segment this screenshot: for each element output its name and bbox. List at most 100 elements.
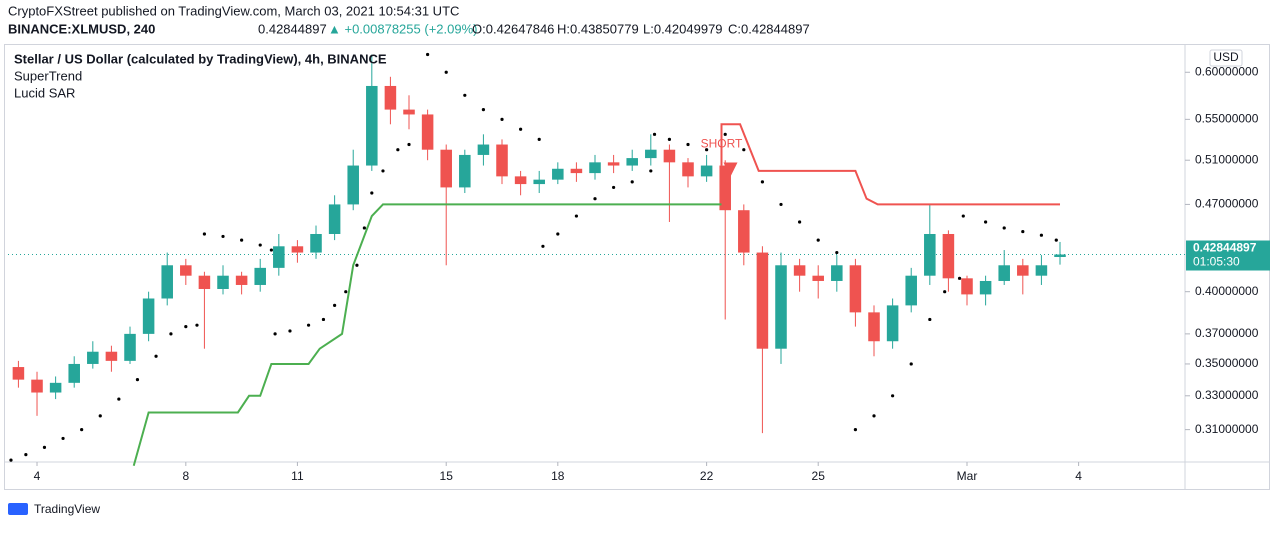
sar-dot xyxy=(370,191,374,195)
logo xyxy=(8,503,28,515)
candle-body xyxy=(886,305,899,342)
currency-box[interactable] xyxy=(1209,49,1243,67)
symbol: BINANCE:XLMUSD, 240 xyxy=(8,21,155,36)
candle-body xyxy=(235,275,248,285)
brand: TradingView xyxy=(34,502,100,516)
y-tick-label: 0.37000000 xyxy=(1195,326,1259,340)
sar-dot xyxy=(407,142,411,147)
sar-dot xyxy=(537,137,541,141)
candle-body xyxy=(626,158,638,166)
signal-label: SHORT xyxy=(701,137,743,151)
sar-dot xyxy=(381,169,385,173)
sar-dot xyxy=(723,132,727,136)
x-tick-label: 8 xyxy=(182,469,189,483)
sar-dot xyxy=(273,332,277,336)
sar-dot xyxy=(154,354,158,358)
candle-body xyxy=(942,233,955,279)
candle-body xyxy=(459,154,471,188)
sar-dot xyxy=(426,52,430,57)
countdown: 01:05:30 xyxy=(1193,255,1240,269)
y-tick-label: 0.40000000 xyxy=(1195,284,1259,298)
candle-body xyxy=(812,275,824,281)
candle-body xyxy=(12,367,25,380)
sar-dot xyxy=(519,127,523,131)
candle-body xyxy=(142,298,155,334)
sar-dot xyxy=(909,362,913,366)
open: O:0.42647846 xyxy=(472,21,554,36)
x-tick-label: 15 xyxy=(440,469,454,483)
footer: TradingView xyxy=(8,502,100,516)
sar-dot xyxy=(1054,238,1058,242)
last-price-header: 0.42844897 xyxy=(258,21,327,36)
publisher: CryptoFXStreet published on TradingView.… xyxy=(8,3,459,18)
candle-body xyxy=(533,179,545,185)
sar-dot xyxy=(9,458,13,462)
sar-dot xyxy=(1039,233,1044,237)
price-label: 0.42844897 xyxy=(1193,241,1257,255)
sar-dot xyxy=(779,202,783,207)
high: H:0.43850779 xyxy=(557,21,639,36)
sar-dot xyxy=(24,453,28,457)
candle-body xyxy=(440,149,452,188)
candle-body xyxy=(589,162,601,174)
candle-body xyxy=(756,252,769,349)
signal-arrow xyxy=(723,162,738,177)
x-tick-label: 4 xyxy=(34,469,41,483)
sar-dot xyxy=(169,332,173,336)
candle-body xyxy=(403,109,415,115)
candle-body xyxy=(775,265,787,349)
sar-dot xyxy=(705,148,709,152)
sar-dot xyxy=(355,263,359,267)
candle-body xyxy=(607,162,620,166)
candle-body xyxy=(1054,254,1066,258)
sar-dot xyxy=(667,137,672,141)
sar-dot xyxy=(556,232,560,236)
sar-dot xyxy=(221,234,225,239)
sar-dot xyxy=(258,243,262,247)
candle-body xyxy=(161,265,173,299)
candle-body xyxy=(570,168,583,174)
candle-body xyxy=(87,351,99,364)
x-tick-label: 25 xyxy=(812,469,826,483)
y-tick-label: 0.35000000 xyxy=(1195,356,1259,370)
sar-dot xyxy=(333,303,337,307)
candle-body xyxy=(198,275,211,289)
sar-dot xyxy=(288,329,292,333)
candle-body xyxy=(49,382,62,393)
sar-dot xyxy=(135,378,140,382)
candle-body xyxy=(105,351,118,361)
sar-dot xyxy=(500,117,504,121)
candle-body xyxy=(924,233,936,276)
candle-body xyxy=(366,85,378,166)
sar-dot xyxy=(957,276,962,280)
sar-dot xyxy=(816,238,820,242)
candle-body xyxy=(831,265,843,281)
candle-body xyxy=(421,114,434,150)
candle-body xyxy=(180,265,192,276)
candle-body xyxy=(384,85,397,110)
candle-body xyxy=(347,165,359,205)
sar-dot xyxy=(1021,229,1025,234)
sar-dot xyxy=(195,323,199,327)
sar-dot xyxy=(652,132,657,136)
sar-dot xyxy=(760,180,765,184)
candle-body xyxy=(124,333,136,361)
sar-dot xyxy=(612,185,616,190)
candle-body xyxy=(663,149,676,163)
candle-body xyxy=(961,278,973,295)
candle-body xyxy=(979,280,992,295)
ohlc-line: BINANCE:XLMUSD, 240 0.42844897 ▲ +0.0087… xyxy=(8,21,810,36)
candle-body xyxy=(998,265,1010,281)
candle-body xyxy=(552,168,564,180)
candle-body xyxy=(645,149,657,159)
y-tick-label: 0.47000000 xyxy=(1195,197,1259,211)
sar-dot xyxy=(444,70,448,74)
candle-body xyxy=(31,379,43,393)
legend-entry: Lucid SAR xyxy=(14,85,75,100)
sar-dot xyxy=(1002,226,1006,230)
plot xyxy=(8,52,1185,466)
candle-body xyxy=(254,267,266,285)
sar-dot xyxy=(943,290,947,294)
